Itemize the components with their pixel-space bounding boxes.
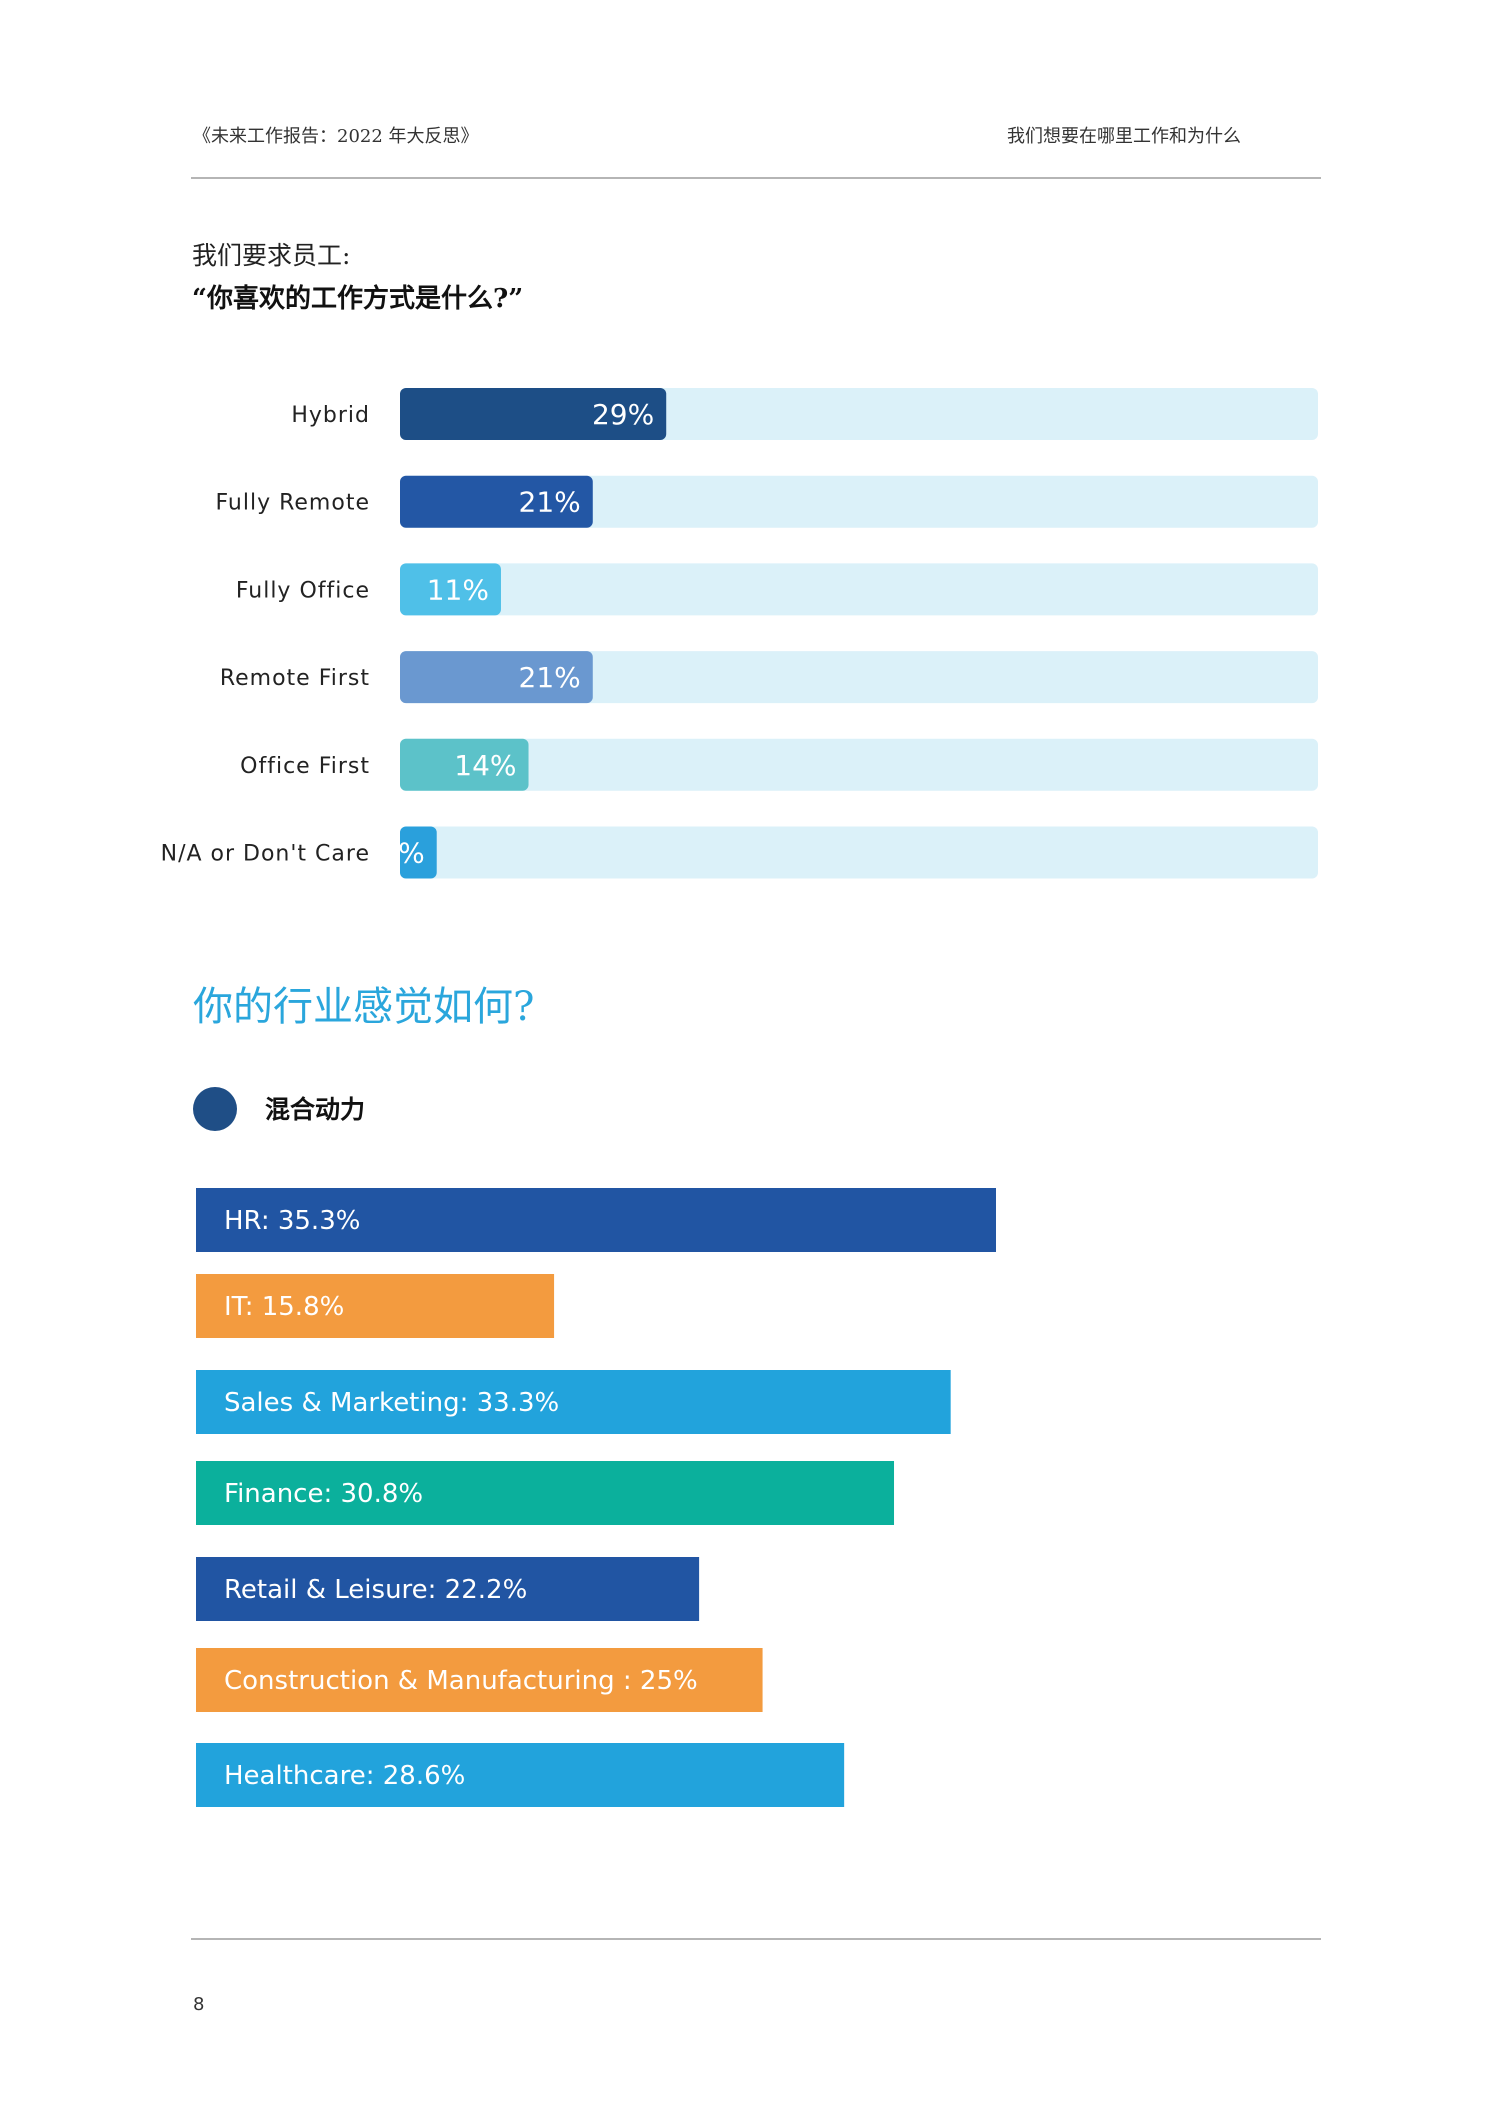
legend-label: 混合动力 — [265, 1095, 366, 1124]
bar-track — [400, 563, 1318, 616]
footer-divider — [191, 1938, 1321, 1940]
header-section-title: 我们想要在哪里工作和为什么 — [1007, 126, 1241, 147]
data-label: Retail & Leisure: 22.2% — [224, 1575, 527, 1605]
work-preference-chart: Hybrid 29% Fully Remote 21% Fully Office 11% R… — [161, 388, 1318, 879]
industry-hybrid-chart: HR: 35.3% IT: 15.8% Sales & Marketing: 33.… — [196, 1188, 996, 1807]
category-label: Hybrid — [291, 403, 370, 428]
bar — [400, 651, 593, 704]
header-report-title: 《未来工作报告：2022 年大反思》 — [193, 126, 479, 147]
bar — [196, 1557, 700, 1621]
data-label: Finance: 30.8% — [224, 1479, 423, 1509]
bar — [400, 563, 501, 616]
bar — [196, 1461, 895, 1525]
bar — [400, 388, 667, 440]
header-divider — [191, 177, 1321, 179]
data-label: Sales & Marketing: 33.3% — [224, 1388, 559, 1418]
data-label: 29% — [592, 398, 654, 431]
category-label: Fully Remote — [215, 491, 370, 516]
category-label: Office First — [240, 754, 370, 779]
data-label: 11% — [427, 573, 489, 606]
bar — [196, 1188, 996, 1252]
question-text: “你喜欢的工作方式是什么?” — [192, 284, 524, 314]
question-intro: 我们要求员工: — [192, 241, 351, 270]
data-label: IT: 15.8% — [224, 1292, 344, 1322]
data-label: 4% — [380, 837, 424, 870]
data-label: 21% — [519, 661, 581, 694]
bar-track — [400, 826, 1318, 879]
bar-track — [400, 475, 1318, 528]
bar — [400, 826, 437, 879]
legend-marker — [193, 1087, 237, 1131]
page-number: 8 — [193, 1994, 205, 2015]
bar — [196, 1370, 951, 1434]
data-label: Construction & Manufacturing : 25% — [224, 1666, 698, 1696]
bar — [400, 738, 529, 791]
data-label: Healthcare: 28.6% — [224, 1761, 465, 1791]
bar-track — [400, 738, 1318, 791]
bar — [400, 475, 593, 528]
category-label: N/A or Don't Care — [161, 842, 370, 867]
bar-track — [400, 651, 1318, 704]
bar — [196, 1743, 845, 1807]
bar — [196, 1274, 555, 1338]
data-label: 21% — [519, 486, 581, 519]
data-label: HR: 35.3% — [224, 1206, 360, 1236]
data-label: 14% — [454, 749, 516, 782]
bar — [196, 1648, 763, 1712]
industry-section-title: 你的行业感觉如何? — [193, 984, 535, 1030]
category-label: Fully Office — [236, 578, 370, 603]
category-label: Remote First — [220, 666, 370, 691]
